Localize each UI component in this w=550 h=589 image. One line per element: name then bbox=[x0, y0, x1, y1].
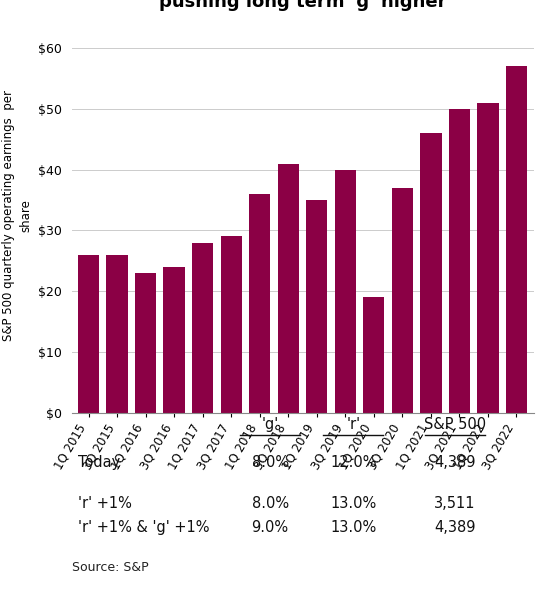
Bar bbox=[334, 170, 356, 413]
Bar bbox=[192, 243, 213, 413]
Text: 4,389: 4,389 bbox=[434, 455, 476, 469]
Text: 'r' +1% & 'g' +1%: 'r' +1% & 'g' +1% bbox=[79, 520, 210, 535]
Text: S&P 500: S&P 500 bbox=[424, 418, 486, 432]
Bar bbox=[249, 194, 271, 413]
Text: 13.0%: 13.0% bbox=[330, 496, 376, 511]
Text: 13.0%: 13.0% bbox=[330, 520, 376, 535]
Text: Source: S&P: Source: S&P bbox=[72, 561, 148, 574]
Y-axis label: S&P 500 quarterly operating earnings  per
share: S&P 500 quarterly operating earnings per… bbox=[2, 90, 32, 340]
Bar bbox=[278, 164, 299, 413]
Text: 12.0%: 12.0% bbox=[330, 455, 377, 469]
Text: 'r' +1%: 'r' +1% bbox=[79, 496, 133, 511]
Text: 9.0%: 9.0% bbox=[251, 520, 289, 535]
Text: 8.0%: 8.0% bbox=[251, 455, 289, 469]
Bar bbox=[449, 109, 470, 413]
Bar bbox=[221, 236, 242, 413]
Bar bbox=[505, 67, 527, 413]
Text: 'r': 'r' bbox=[346, 418, 360, 432]
Bar bbox=[107, 254, 128, 413]
Bar bbox=[163, 267, 185, 413]
Text: 8.0%: 8.0% bbox=[251, 496, 289, 511]
Bar bbox=[363, 297, 384, 413]
Bar bbox=[477, 102, 498, 413]
Text: 'g': 'g' bbox=[262, 418, 279, 432]
Bar bbox=[135, 273, 156, 413]
Bar bbox=[306, 200, 327, 413]
Title: S&P 500 earnings are rising and have
eclipsed pre-pandmic levels.  This is
pushi: S&P 500 earnings are rising and have ecl… bbox=[112, 0, 493, 11]
Text: 4,389: 4,389 bbox=[434, 520, 476, 535]
Text: Today: Today bbox=[79, 455, 120, 469]
Bar bbox=[392, 188, 413, 413]
Bar bbox=[78, 254, 100, 413]
Text: 3,511: 3,511 bbox=[434, 496, 476, 511]
Bar bbox=[420, 133, 442, 413]
